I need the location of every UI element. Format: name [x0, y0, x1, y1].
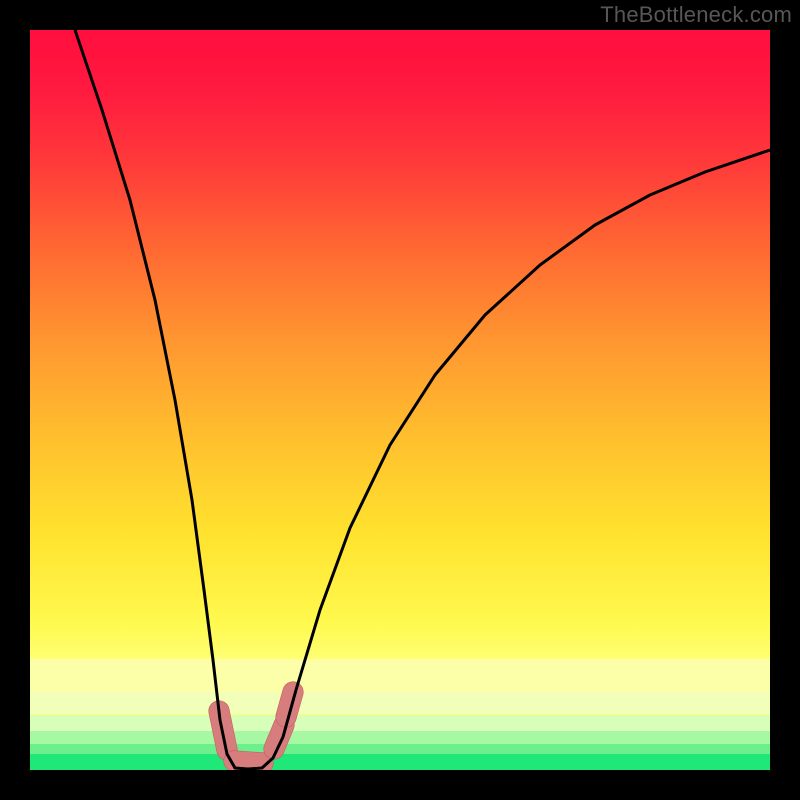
- curve-right: [296, 150, 770, 690]
- watermark-text: TheBottleneck.com: [600, 2, 792, 28]
- curve-layer: [30, 30, 770, 770]
- curve-left: [75, 30, 296, 769]
- marker-blob: [234, 761, 263, 763]
- plot-area: [30, 30, 770, 770]
